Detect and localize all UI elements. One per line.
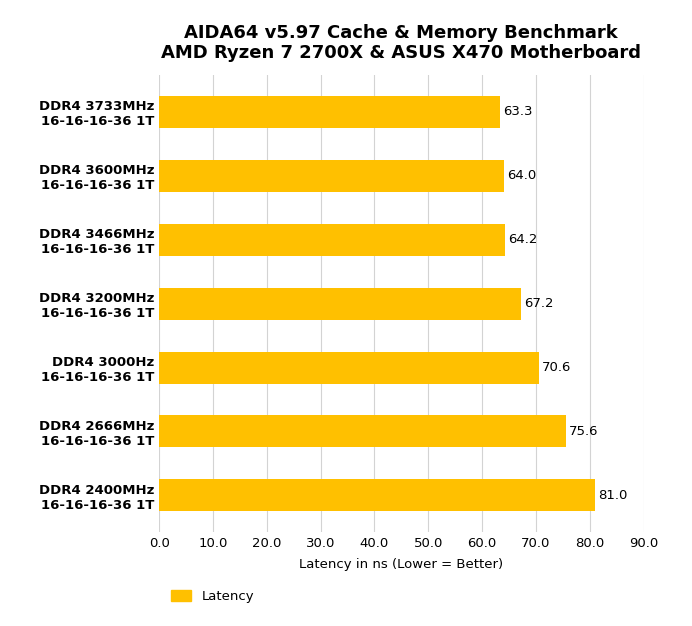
Text: 64.0: 64.0 bbox=[507, 169, 536, 182]
Text: 64.2: 64.2 bbox=[508, 233, 537, 246]
Bar bbox=[159, 352, 539, 384]
Text: 70.6: 70.6 bbox=[543, 361, 572, 374]
Bar bbox=[159, 96, 500, 128]
Bar bbox=[159, 223, 504, 255]
Legend: Latency: Latency bbox=[166, 585, 260, 608]
Text: 63.3: 63.3 bbox=[503, 105, 533, 118]
Text: 81.0: 81.0 bbox=[599, 489, 628, 502]
Bar bbox=[159, 416, 566, 448]
Bar bbox=[159, 160, 504, 192]
Title: AIDA64 v5.97 Cache & Memory Benchmark
AMD Ryzen 7 2700X & ASUS X470 Motherboard: AIDA64 v5.97 Cache & Memory Benchmark AM… bbox=[161, 24, 641, 63]
X-axis label: Latency in ns (Lower = Better): Latency in ns (Lower = Better) bbox=[300, 558, 503, 572]
Bar bbox=[159, 287, 521, 320]
Bar bbox=[159, 480, 595, 511]
Text: 75.6: 75.6 bbox=[570, 425, 599, 438]
Text: 67.2: 67.2 bbox=[524, 297, 554, 310]
